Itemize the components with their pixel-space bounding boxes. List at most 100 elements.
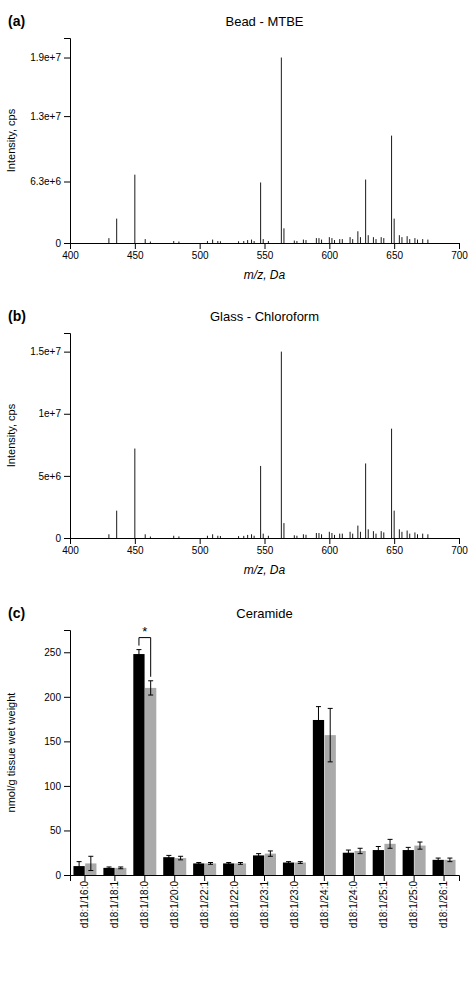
tick: 1e+7 <box>38 408 70 419</box>
bar <box>205 863 216 875</box>
error-bar <box>406 847 411 852</box>
stem <box>409 534 410 538</box>
stem <box>212 240 213 243</box>
tick: 600 <box>321 243 338 261</box>
stem <box>352 534 353 538</box>
y-axis-title: Intensity, cps <box>5 108 17 172</box>
stem <box>365 463 366 538</box>
tick: 0 <box>55 238 70 249</box>
stem <box>268 241 269 243</box>
tick: d18:1/26:1 <box>438 875 449 928</box>
tick: 100 <box>44 781 70 792</box>
tick: 500 <box>192 538 209 556</box>
stem <box>247 535 248 538</box>
stem <box>305 240 306 243</box>
y-axis: 050100150200250 <box>44 631 70 881</box>
title: Glass - Chloroform <box>210 309 319 324</box>
tick: 550 <box>257 538 274 556</box>
stem <box>207 241 208 243</box>
stem <box>217 536 218 538</box>
bar <box>414 846 425 875</box>
stem <box>238 241 239 243</box>
stem <box>150 537 151 538</box>
tick-mark <box>329 243 330 249</box>
stem <box>260 466 261 538</box>
tick: 0 <box>55 870 70 881</box>
error-bar <box>136 650 141 659</box>
error-bar <box>388 839 393 848</box>
tick-mark <box>459 243 460 249</box>
stem <box>238 536 239 538</box>
axis-line <box>71 244 460 250</box>
tick: 700 <box>451 538 468 556</box>
tick: 400 <box>62 243 79 261</box>
stem <box>268 536 269 538</box>
stem <box>422 239 423 243</box>
stem <box>422 534 423 538</box>
tick-label: 1.5e+7 <box>30 346 61 357</box>
error-bar <box>178 856 183 860</box>
tick: 600 <box>321 538 338 556</box>
stem <box>331 533 332 538</box>
stems <box>109 352 428 538</box>
tick-label: 6.3e+6 <box>30 176 61 187</box>
stem <box>407 531 408 538</box>
tick: d18:1/23:0 <box>289 875 300 928</box>
tick-mark <box>265 538 266 544</box>
significance-label: * <box>142 624 147 639</box>
tick-mark <box>135 538 136 544</box>
tick-mark <box>114 875 115 881</box>
bar <box>235 863 246 875</box>
y-axis: 06.3e+61.3e+71.9e+7 <box>30 39 70 249</box>
tick-mark <box>384 875 385 881</box>
error-bar <box>256 854 261 858</box>
stem <box>417 534 418 538</box>
stem <box>134 175 135 243</box>
stem <box>116 219 117 243</box>
stem <box>376 239 377 243</box>
bar <box>223 863 234 875</box>
tick-mark <box>64 830 70 831</box>
tick-mark <box>144 875 145 881</box>
y-axis-title: nmol/g tissue wet weight <box>5 693 17 813</box>
stem <box>357 231 358 243</box>
stem <box>108 534 109 538</box>
tick: d18:1/18:0 <box>139 875 150 928</box>
axis-line <box>64 334 71 539</box>
tick-label: 700 <box>451 250 468 261</box>
tick-mark <box>64 352 70 353</box>
error-bar <box>166 855 171 859</box>
tick-label: 500 <box>192 250 209 261</box>
error-bar <box>358 848 363 853</box>
tick-label: d18:1/18:0 <box>139 881 150 929</box>
tick-mark <box>135 243 136 249</box>
tick-label: 400 <box>62 250 79 261</box>
stem <box>394 511 395 538</box>
stem <box>391 429 392 538</box>
panel-label: (a) <box>8 13 25 29</box>
bar <box>115 868 126 875</box>
tick: d18:1/22:0 <box>229 875 240 928</box>
tick: d18:1/16:0 <box>79 875 90 928</box>
panel: 40045050055060065070005e+61e+71.5e+7Glas… <box>5 308 468 577</box>
bar <box>193 863 204 875</box>
stem <box>417 240 418 243</box>
tick: 250 <box>44 647 70 658</box>
stem <box>360 532 361 538</box>
tick: d18:1/20:0 <box>169 875 180 928</box>
tick-label: d18:1/22:0 <box>229 881 240 929</box>
axis-line <box>64 631 71 876</box>
stem <box>251 240 252 243</box>
error-bar <box>148 681 153 695</box>
stem <box>399 235 400 243</box>
stem <box>217 241 218 243</box>
stem <box>376 534 377 538</box>
tick-mark <box>64 116 70 117</box>
stem <box>381 237 382 243</box>
stem <box>145 239 146 243</box>
tick-label: d18:1/25:0 <box>408 881 419 929</box>
stem <box>260 182 261 243</box>
stem <box>383 238 384 243</box>
tick-mark <box>414 875 415 881</box>
stem <box>334 240 335 243</box>
